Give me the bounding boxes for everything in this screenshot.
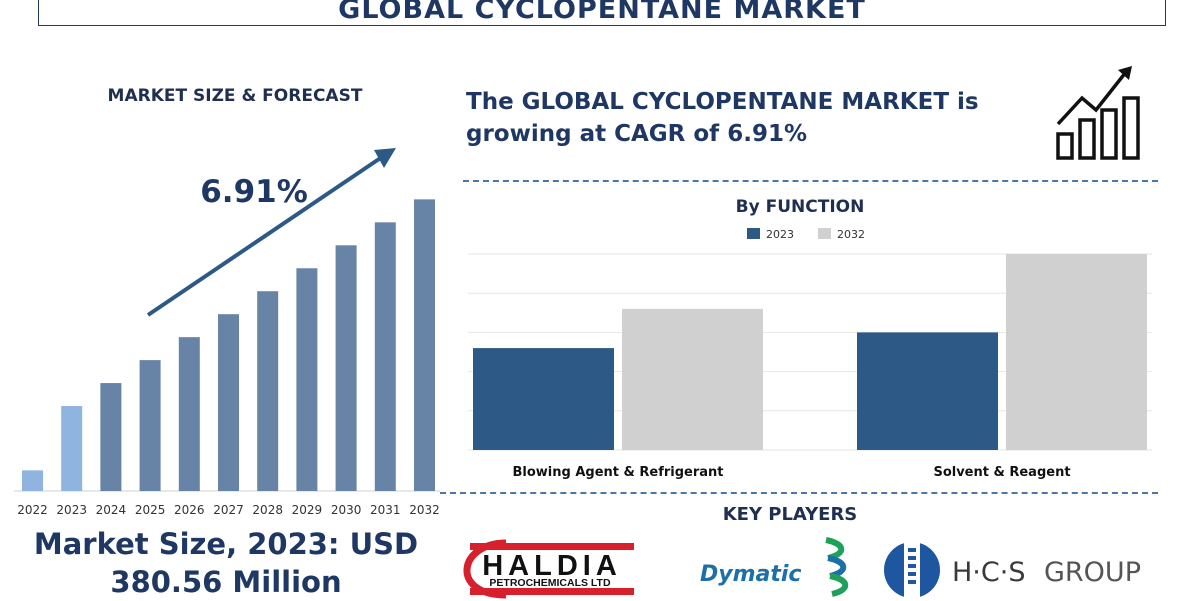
bar-2024 <box>100 383 122 491</box>
bar-2026 <box>178 337 200 491</box>
haldia-subtitle: PETROCHEMICALS LTD <box>489 577 611 589</box>
legend-label-2023: 2023 <box>766 228 794 241</box>
x-tick-2026: 2026 <box>174 503 205 517</box>
title-banner: GLOBAL CYCLOPENTANE MARKET <box>38 0 1166 26</box>
divider-top <box>463 180 1158 182</box>
x-tick-2032: 2032 <box>409 503 440 517</box>
haldia-petrochemicals-logo: HALDIA PETROCHEMICALS LTD <box>463 539 634 599</box>
dymatic-logo: Dymatic <box>700 537 849 597</box>
bar-2029 <box>296 268 318 491</box>
cagr-annotation: 6.91% <box>200 174 308 210</box>
legend-label-2032: 2032 <box>837 228 865 241</box>
hcs-group-logo: H·C·S GROUP <box>884 542 1141 598</box>
page-title: GLOBAL CYCLOPENTANE MARKET <box>338 0 866 25</box>
bar-2031 <box>374 222 396 492</box>
x-tick-2022: 2022 <box>17 503 48 517</box>
x-tick-2024: 2024 <box>96 503 127 517</box>
market-size-line-2: 380.56 Million <box>110 565 342 599</box>
category-label: Solvent & Reagent <box>933 465 1070 480</box>
x-tick-2028: 2028 <box>252 503 283 517</box>
cagr-headline-line-2: growing at CAGR of 6.91% <box>466 121 807 147</box>
bar-2025 <box>139 360 161 491</box>
market-size-line-1: Market Size, 2023: USD <box>33 527 419 561</box>
cagr-headline-line-1: The GLOBAL CYCLOPENTANE MARKET is <box>466 89 979 115</box>
x-tick-2029: 2029 <box>292 503 323 517</box>
dymatic-wordmark: Dymatic <box>700 562 801 587</box>
by-function-title: By FUNCTION <box>736 197 865 217</box>
trend-arrow-line <box>146 155 384 317</box>
bar-blowing-agent-refrigerant-2023 <box>473 348 614 450</box>
key-players-title: KEY PLAYERS <box>722 504 858 525</box>
by-function-chart: By FUNCTION 2023 2032 Blowing Agent & Refri… <box>468 197 1152 480</box>
cagr-headline: The GLOBAL CYCLOPENTANE MARKET is growin… <box>466 86 1046 150</box>
divider-bottom <box>440 492 1158 494</box>
bar-2032 <box>414 199 435 492</box>
category-label: Blowing Agent & Refrigerant <box>512 465 723 480</box>
bar-blowing-agent-refrigerant-2032 <box>622 308 763 450</box>
hcs-group-wordmark: GROUP <box>1044 557 1141 588</box>
bar-solvent-reagent-2032 <box>1006 254 1147 450</box>
bar-2027 <box>218 314 239 491</box>
bar-2028 <box>257 291 279 491</box>
bar-2030 <box>335 245 357 491</box>
market-size-forecast-title: MARKET SIZE & FORECAST <box>107 86 363 106</box>
x-tick-2031: 2031 <box>370 503 401 517</box>
x-tick-2023: 2023 <box>56 503 87 517</box>
x-tick-2025: 2025 <box>135 503 166 517</box>
growth-chart-icon <box>1056 66 1140 160</box>
bar-2022 <box>22 470 43 491</box>
x-tick-2030: 2030 <box>331 503 362 517</box>
legend-swatch-2032 <box>818 228 831 239</box>
trend-arrow-head <box>374 148 396 168</box>
legend-swatch-2023 <box>747 228 760 239</box>
haldia-wordmark: HALDIA <box>482 550 622 582</box>
bar-solvent-reagent-2023 <box>857 332 998 450</box>
market-size-2023: Market Size, 2023: USD 380.56 Million <box>0 525 452 601</box>
hcs-wordmark: H·C·S <box>952 557 1025 588</box>
x-tick-2027: 2027 <box>213 503 244 517</box>
bar-2023 <box>61 406 83 491</box>
market-size-forecast-chart: 2022 2023 2024 2025 2026 2027 2028 2029 2030 2031… <box>14 148 440 517</box>
